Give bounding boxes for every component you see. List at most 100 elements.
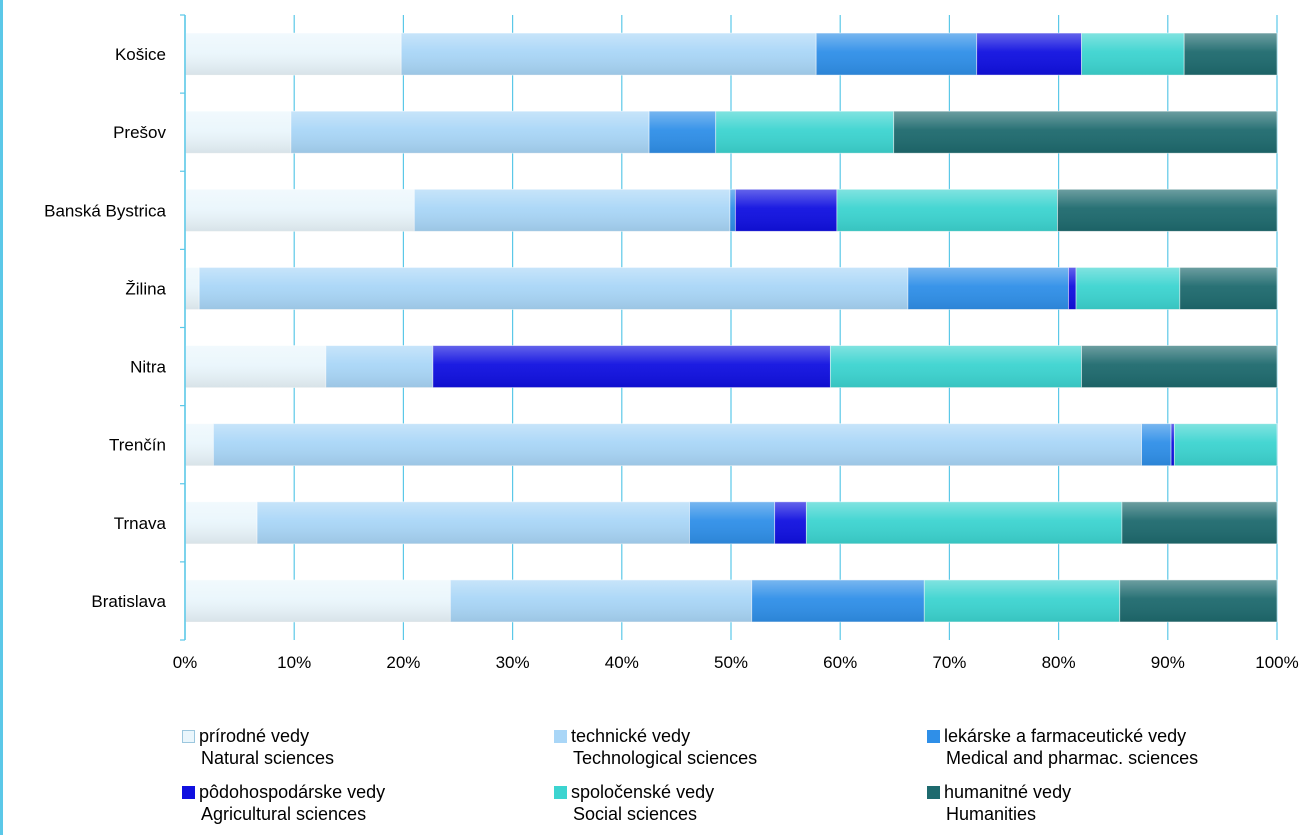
legend-label: technické vedy [554, 725, 757, 747]
bar-segment-shade [715, 111, 894, 154]
bar-segment-shade [257, 501, 690, 544]
bar-segment-shade [735, 189, 837, 232]
legend-label: humanitné vedy [927, 781, 1071, 803]
bar-segment-shade [185, 345, 326, 388]
bar-segment-shade [924, 579, 1120, 622]
bar-segment-shade [1179, 267, 1277, 310]
bar-segment-shade [1081, 33, 1185, 76]
legend-name: prírodné vedy [199, 726, 310, 746]
category-label: Žilina [125, 279, 166, 298]
bar-segment-shade [816, 33, 977, 76]
chart-plot: 0% 10% 20% 30% 40% 50% 60% 70% 80% 90% 100% Košice P… [44, 14, 1299, 672]
legend-item: pôdohospodárske vedy Agricultural science… [182, 781, 385, 825]
bar-segment-shade [1081, 345, 1277, 388]
legend-item: technické vedy Technological sciences [554, 725, 757, 769]
bar-segment-shade [185, 189, 415, 232]
bar-segment-shade [185, 267, 200, 310]
bar-segment-shade [649, 111, 716, 154]
legend-name: technické vedy [571, 726, 691, 746]
legend-swatch [554, 730, 567, 743]
category-label: Banská Bystrica [44, 201, 166, 220]
legend-item: humanitné vedy Humanities [927, 781, 1071, 825]
bar-segment-shade [1174, 423, 1277, 466]
legend-name-en: Humanities [946, 804, 1037, 824]
bars [184, 32, 1278, 623]
legend-swatch [182, 786, 195, 799]
category-label: Košice [115, 45, 166, 64]
bar-segment-shade [414, 189, 730, 232]
gridlines [184, 15, 1278, 640]
bar-segment-shade [806, 501, 1122, 544]
category-label: Nitra [130, 358, 166, 377]
bar-segment-shade [185, 111, 291, 154]
legend-label: prírodné vedy [182, 725, 334, 747]
bar-segment-shade [893, 111, 1277, 154]
legend-name: spoločenské vedy [571, 782, 715, 802]
legend-item: lekárske a farmaceutické vedy Medical and… [927, 725, 1198, 769]
labels: 0% 10% 20% 30% 40% 50% 60% 70% 80% 90% 100% Košice P… [44, 45, 1299, 672]
bar-segment-shade [185, 423, 214, 466]
x-tick-label: 100% [1255, 653, 1298, 672]
legend-item: prírodné vedy Natural sciences [182, 725, 334, 769]
bar-segment-shade [199, 267, 908, 310]
axes [180, 14, 186, 641]
legend-name-en: Technological sciences [573, 748, 758, 768]
x-tick-label: 20% [386, 653, 420, 672]
legend-name-en: Natural sciences [201, 748, 335, 768]
bar-segment-shade [1119, 579, 1277, 622]
bar-segment-shade [1057, 189, 1277, 232]
bar-segment-shade [213, 423, 1142, 466]
bar-segment-shade [976, 33, 1082, 76]
x-tick-label: 60% [823, 653, 857, 672]
category-label: Trenčín [109, 436, 166, 455]
bar-segment-shade [401, 33, 817, 76]
bar-segment-shade [185, 33, 402, 76]
bar-segment-shade [830, 345, 1082, 388]
bar-segment-shade [1141, 423, 1172, 466]
category-label: Bratislava [91, 592, 166, 611]
x-tick-label: 0% [173, 653, 198, 672]
legend-item: spoločenské vedy Social sciences [554, 781, 714, 825]
bar-segment-shade [689, 501, 775, 544]
x-tick-label: 50% [714, 653, 748, 672]
x-tick-label: 90% [1151, 653, 1185, 672]
legend-name-en: Agricultural sciences [201, 804, 367, 824]
bar-segment-shade [432, 345, 831, 388]
bar-segment-shade [185, 579, 451, 622]
legend-name-en: Medical and pharmac. sciences [946, 748, 1199, 768]
bar-segment-shade [1076, 267, 1180, 310]
x-tick-label: 40% [605, 653, 639, 672]
legend: prírodné vedy Natural sciences technické v… [182, 725, 1292, 835]
x-tick-label: 30% [496, 653, 530, 672]
chart-left-border [0, 0, 3, 835]
bar-segment-shade [907, 267, 1069, 310]
bar-segment-shade [1184, 33, 1277, 76]
legend-name: humanitné vedy [944, 782, 1072, 802]
x-tick-label: 70% [932, 653, 966, 672]
bar-segment-shade [729, 189, 736, 232]
x-tick-label: 80% [1042, 653, 1076, 672]
category-label: Trnava [114, 514, 167, 533]
legend-swatch [554, 786, 567, 799]
legend-name-en: Social sciences [573, 804, 698, 824]
legend-name: pôdohospodárske vedy [199, 782, 386, 802]
bar-segment-shade [774, 501, 807, 544]
bar-segment-shade [325, 345, 433, 388]
bar-segment-shade [1171, 423, 1175, 466]
bar-segment-shade [836, 189, 1058, 232]
legend-label: pôdohospodárske vedy [182, 781, 385, 803]
bar-segment-shade [185, 501, 258, 544]
bar-segment-shade [1068, 267, 1077, 310]
bar-segment-shade [1121, 501, 1277, 544]
legend-swatch [927, 730, 940, 743]
legend-swatch [182, 730, 195, 743]
bar-segment-shade [450, 579, 752, 622]
bar-segment-shade [751, 579, 925, 622]
legend-name: lekárske a farmaceutické vedy [944, 726, 1187, 746]
legend-label: spoločenské vedy [554, 781, 714, 803]
category-label: Prešov [113, 123, 166, 142]
bar-segment-shade [290, 111, 650, 154]
legend-label: lekárske a farmaceutické vedy [927, 725, 1198, 747]
legend-swatch [927, 786, 940, 799]
